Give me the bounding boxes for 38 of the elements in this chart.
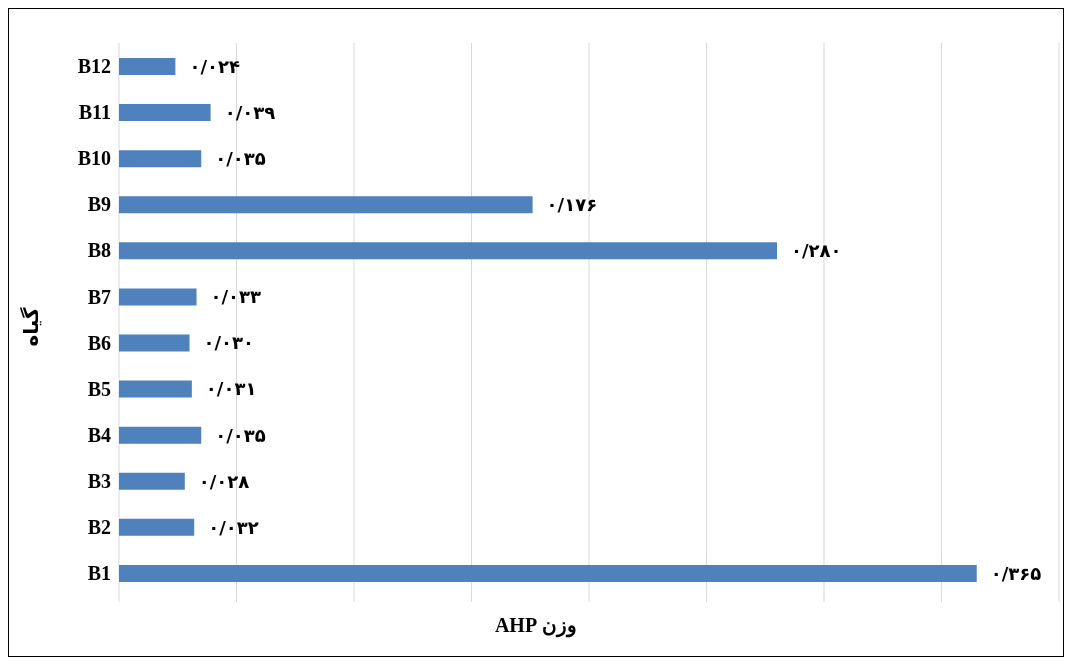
y-tick-label: B8 bbox=[87, 239, 111, 262]
bar bbox=[119, 150, 202, 168]
y-tick-label: B3 bbox=[87, 469, 111, 492]
y-tick-label: B5 bbox=[87, 377, 111, 400]
bar bbox=[119, 472, 185, 490]
bar bbox=[119, 104, 211, 122]
bar bbox=[119, 58, 176, 75]
y-tick-label: B11 bbox=[78, 101, 111, 124]
bar bbox=[119, 196, 533, 214]
bar bbox=[119, 242, 777, 260]
y-tick-label: B9 bbox=[87, 193, 111, 216]
data-label: ۰/۱۷۶ bbox=[546, 194, 598, 216]
bar bbox=[119, 564, 977, 582]
x-axis-title: وزن AHP bbox=[493, 613, 579, 637]
y-tick-label: B6 bbox=[87, 331, 111, 354]
data-label: ۰/۰۳۹ bbox=[224, 101, 276, 123]
y-tick-label: B12 bbox=[77, 55, 111, 78]
data-label: ۰/۰۳۱ bbox=[205, 378, 257, 400]
data-label: ۰/۰۲۸ bbox=[198, 470, 250, 492]
bar bbox=[119, 380, 192, 398]
data-label: ۰/۳۶۵ bbox=[990, 562, 1042, 584]
data-label: ۰/۰۳۰ bbox=[203, 332, 255, 354]
data-label: ۰/۲۸۰ bbox=[791, 240, 842, 262]
y-tick-label: B4 bbox=[87, 423, 111, 446]
bar bbox=[119, 288, 197, 306]
y-tick-label: B1 bbox=[87, 562, 111, 585]
y-axis-title: گیاه bbox=[19, 307, 43, 347]
bar bbox=[119, 334, 190, 352]
bar bbox=[119, 426, 202, 444]
data-label: ۰/۰۳۵ bbox=[215, 148, 266, 170]
y-tick-label: B10 bbox=[77, 147, 111, 170]
data-label: ۰/۰۲۴ bbox=[189, 55, 240, 77]
y-tick-label: B2 bbox=[87, 515, 111, 538]
data-label: ۰/۰۳۲ bbox=[208, 516, 259, 538]
data-label: ۰/۰۳۳ bbox=[210, 286, 262, 308]
data-label: ۰/۰۳۵ bbox=[215, 424, 266, 446]
y-tick-label: B7 bbox=[87, 285, 111, 308]
bar bbox=[119, 518, 195, 536]
